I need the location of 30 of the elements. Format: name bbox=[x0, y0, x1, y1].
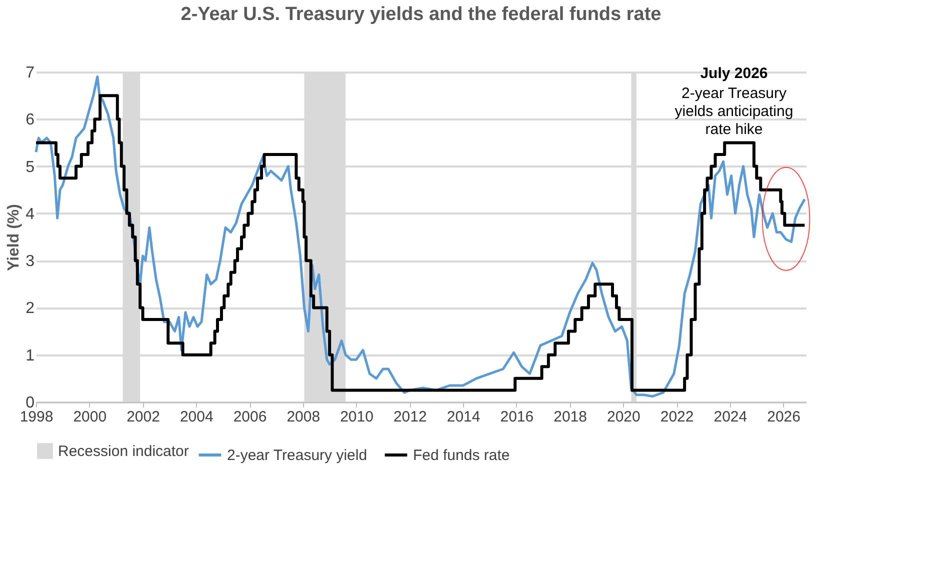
x-tick-label: 2002 bbox=[126, 408, 160, 426]
x-tick-label: 2026 bbox=[767, 408, 800, 426]
y-tick-label: 4 bbox=[26, 206, 35, 223]
annotation: 2-year Treasury yields anticipating rate hike bbox=[674, 85, 794, 138]
annotation: July 2026 bbox=[700, 65, 768, 82]
y-tick-label: 7 bbox=[26, 64, 35, 82]
x-tick-label: 2010 bbox=[340, 408, 374, 426]
legend-label: Recession indicator bbox=[58, 443, 189, 460]
x-tick-label: 2016 bbox=[500, 408, 534, 426]
x-tick-label: 2012 bbox=[393, 408, 427, 426]
y-tick-label: 2 bbox=[26, 300, 35, 318]
x-tick-label: 2024 bbox=[714, 408, 748, 426]
x-tick-label: 2008 bbox=[286, 408, 320, 426]
x-tick-label: 1998 bbox=[20, 408, 54, 426]
x-tick-label: 2018 bbox=[554, 408, 587, 426]
y-tick-label: 0 bbox=[26, 394, 35, 412]
x-tick-label: 2004 bbox=[180, 408, 214, 426]
x-tick-label: 2020 bbox=[606, 408, 640, 426]
x-tick-label: 2022 bbox=[660, 408, 694, 426]
y-tick-label: 6 bbox=[26, 112, 35, 129]
y-tick-label: 3 bbox=[26, 253, 35, 270]
legend-label: Fed funds rate bbox=[413, 447, 510, 464]
y-tick-label: 5 bbox=[26, 158, 35, 176]
chart-title: 2-Year U.S. Treasury yields and the federal funds rate bbox=[180, 4, 662, 25]
y-tick-label: 1 bbox=[26, 347, 35, 364]
x-tick-label: 2000 bbox=[73, 408, 107, 426]
y-axis-title: Yield (%) bbox=[6, 204, 23, 271]
legend-label: 2-year Treasury yield bbox=[227, 447, 368, 464]
x-tick-label: 2014 bbox=[446, 408, 480, 426]
x-tick-label: 2006 bbox=[233, 408, 267, 426]
